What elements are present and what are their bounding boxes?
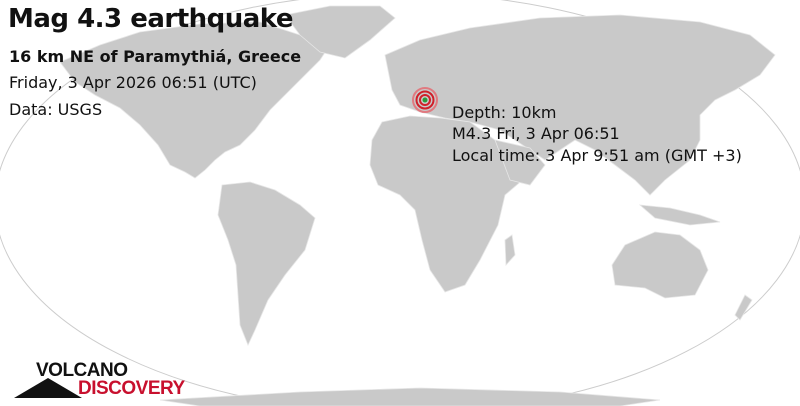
madagascar <box>504 234 516 266</box>
event-datetime: Friday, 3 Apr 2026 06:51 (UTC) <box>9 73 257 92</box>
logo-line1: VOLCANO <box>36 360 128 381</box>
africa <box>369 115 526 293</box>
local-time: Local time: 3 Apr 9:51 am (GMT +3) <box>452 146 742 165</box>
logo-line2: DISCOVERY <box>78 378 185 399</box>
north-america <box>59 21 331 179</box>
location-subtitle: 16 km NE of Paramythiá, Greece <box>9 47 302 66</box>
magnitude-summary: M4.3 Fri, 3 Apr 06:51 <box>452 124 620 143</box>
data-source: Data: USGS <box>9 100 103 119</box>
arabia <box>494 139 546 186</box>
volcano-discovery-logo: VOLCANO DISCOVERY <box>14 360 185 402</box>
page-title: Mag 4.3 earthquake <box>8 4 294 34</box>
new-zealand <box>734 294 753 321</box>
antarctica <box>159 387 661 406</box>
epicenter-target-icon[interactable] <box>412 87 438 113</box>
south-america <box>217 181 316 347</box>
greenland <box>284 5 396 59</box>
depth-label: Depth: 10km <box>452 103 557 122</box>
volcano-icon <box>14 378 82 398</box>
indonesia <box>638 204 721 226</box>
australia <box>611 231 709 299</box>
